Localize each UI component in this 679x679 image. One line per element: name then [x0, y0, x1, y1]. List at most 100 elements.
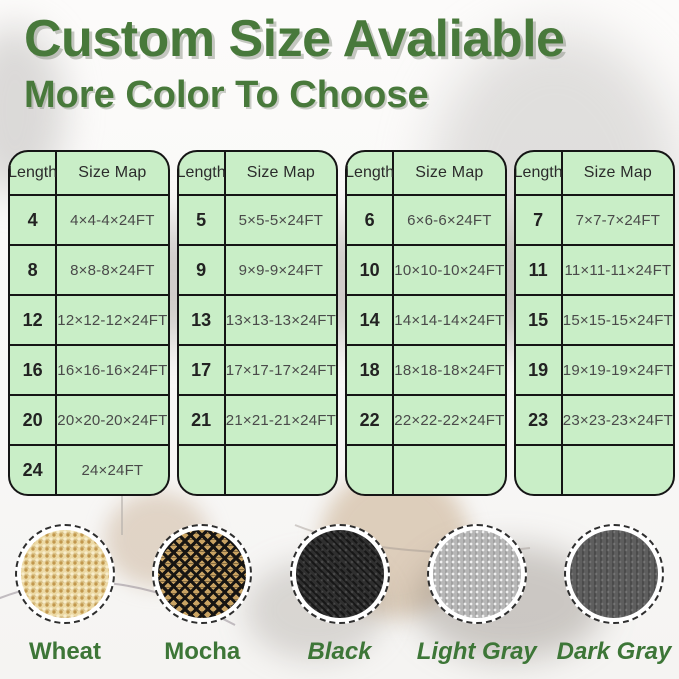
length-cell: 18: [347, 346, 395, 394]
length-cell: 22: [347, 396, 395, 444]
size-table: Length Size Map 7 7×7-7×24FT 11 11×11-11×24FT…: [513, 150, 675, 496]
mocha-fabric-sample: [158, 530, 247, 618]
length-cell: 19: [516, 346, 563, 394]
length-cell: 12: [10, 296, 58, 344]
size-map-cell: 8×8-8×24FT: [70, 261, 155, 279]
size-table: Length Size Map 5 5×5-5×24FT 9 9×9-9×24FT 13 13…: [176, 150, 338, 496]
swatch-dashed-ring: [564, 524, 664, 624]
color-swatch-light-gray: Light Gray: [417, 524, 537, 666]
length-cell: 4: [10, 196, 58, 244]
size-map-cell: 20×20-20×24FT: [57, 411, 168, 429]
swatch-dashed-ring: [289, 524, 390, 624]
table-row: 20 20×20-20×24FT: [10, 394, 168, 444]
size-map-cell: 7×7-7×24FT: [575, 211, 661, 229]
swatch-dashed-ring: [152, 524, 253, 624]
table-row: 18 18×18-18×24FT: [347, 344, 505, 394]
size-map-header: Size Map: [415, 164, 484, 181]
size-map-header: Size Map: [78, 164, 147, 181]
light-gray-fabric-sample: [432, 530, 521, 618]
table-header-row: Length Size Map: [347, 152, 505, 194]
length-cell: 11: [516, 246, 563, 294]
length-cell: [179, 446, 226, 494]
length-cell: 16: [10, 346, 58, 394]
dark-gray-fabric-sample: [570, 530, 658, 618]
size-map-cell: 24×24FT: [81, 461, 144, 479]
length-cell: 9: [179, 246, 226, 294]
size-chart-tables: Length Size Map 4 4×4-4×24FT 8 8×8-8×24FT 12 12…: [8, 150, 675, 496]
length-cell: 20: [10, 396, 58, 444]
page-subtitle: More Color To Choose: [24, 74, 429, 116]
swatch-label: Black: [307, 638, 372, 665]
length-cell: 24: [10, 446, 58, 494]
table-row: 24 24×24FT: [10, 444, 168, 494]
table-row: 22 22×22-22×24FT: [347, 394, 505, 444]
length-cell: 10: [347, 246, 395, 294]
length-cell: 17: [179, 346, 226, 394]
size-map-cell: [394, 446, 504, 494]
page-title: Custom Size Avaliable: [24, 10, 565, 68]
size-map-cell: 15×15-15×24FT: [562, 311, 673, 329]
table-row: 23 23×23-23×24FT: [515, 394, 673, 444]
length-cell: 7: [516, 196, 563, 244]
size-map-cell: 19×19-19×24FT: [562, 361, 673, 379]
table-row: 14 14×14-14×24FT: [347, 294, 505, 344]
table-row: 16 16×16-16×24FT: [10, 344, 168, 394]
table-header-row: Length Size Map: [515, 152, 674, 194]
swatch-label: Dark Gray: [556, 638, 672, 665]
table-header-row: Length Size Map: [10, 152, 168, 194]
size-map-cell: 4×4-4×24FT: [70, 211, 155, 229]
size-map-cell: 17×17-17×24FT: [225, 361, 336, 379]
length-cell: [347, 446, 395, 494]
size-map-cell: 10×10-10×24FT: [394, 261, 505, 279]
size-map-cell: 6×6-6×24FT: [407, 211, 492, 229]
length-header: Length: [515, 152, 563, 194]
length-cell: 21: [179, 396, 226, 444]
length-header: Length: [10, 152, 58, 194]
table-row: 15 15×15-15×24FT: [515, 294, 673, 344]
size-map-cell: 12×12-12×24FT: [57, 311, 168, 329]
color-swatch-black: Black: [289, 524, 391, 666]
length-cell: 8: [10, 246, 58, 294]
table-row: 4 4×4-4×24FT: [10, 194, 168, 244]
size-map-cell: 23×23-23×24FT: [562, 411, 673, 429]
size-map-cell: 22×22-22×24FT: [394, 411, 505, 429]
table-row: 7 7×7-7×24FT: [515, 194, 673, 244]
length-cell: 5: [179, 196, 226, 244]
swatch-dashed-ring: [426, 524, 527, 624]
color-swatches: Wheat Mocha Black Light Gray Dark Gray: [0, 524, 679, 666]
length-header: Length: [347, 152, 395, 194]
size-table: Length Size Map 4 4×4-4×24FT 8 8×8-8×24FT 12 12…: [8, 150, 170, 496]
size-map-cell: 14×14-14×24FT: [394, 311, 505, 329]
size-map-cell: 13×13-13×24FT: [225, 311, 336, 329]
table-row: 21 21×21-21×24FT: [178, 394, 336, 444]
length-cell: 14: [347, 296, 395, 344]
size-map-cell: [226, 446, 336, 494]
black-fabric-sample: [295, 530, 384, 618]
table-row: [347, 444, 505, 494]
table-row: 6 6×6-6×24FT: [347, 194, 505, 244]
size-map-cell: 18×18-18×24FT: [394, 361, 505, 379]
swatch-label: Wheat: [29, 638, 101, 665]
table-row: 19 19×19-19×24FT: [515, 344, 673, 394]
size-map-cell: 9×9-9×24FT: [238, 261, 324, 279]
swatch-label: Mocha: [164, 638, 241, 665]
swatch-dashed-ring: [15, 524, 115, 624]
length-header: Length: [178, 152, 226, 194]
length-cell: 23: [516, 396, 563, 444]
table-row: 5 5×5-5×24FT: [178, 194, 336, 244]
table-row: 11 11×11-11×24FT: [515, 244, 673, 294]
table-row: 13 13×13-13×24FT: [178, 294, 336, 344]
size-map-header: Size Map: [583, 164, 653, 181]
table-row: [515, 444, 673, 494]
length-cell: 13: [179, 296, 226, 344]
color-swatch-wheat: Wheat: [14, 524, 116, 666]
length-cell: [516, 446, 563, 494]
size-map-header: Size Map: [246, 164, 316, 181]
length-cell: 15: [516, 296, 563, 344]
color-swatch-mocha: Mocha: [151, 524, 253, 666]
table-header-row: Length Size Map: [178, 152, 337, 194]
size-map-cell: 21×21-21×24FT: [225, 411, 336, 429]
table-row: 17 17×17-17×24FT: [178, 344, 336, 394]
size-map-cell: 5×5-5×24FT: [238, 211, 324, 229]
